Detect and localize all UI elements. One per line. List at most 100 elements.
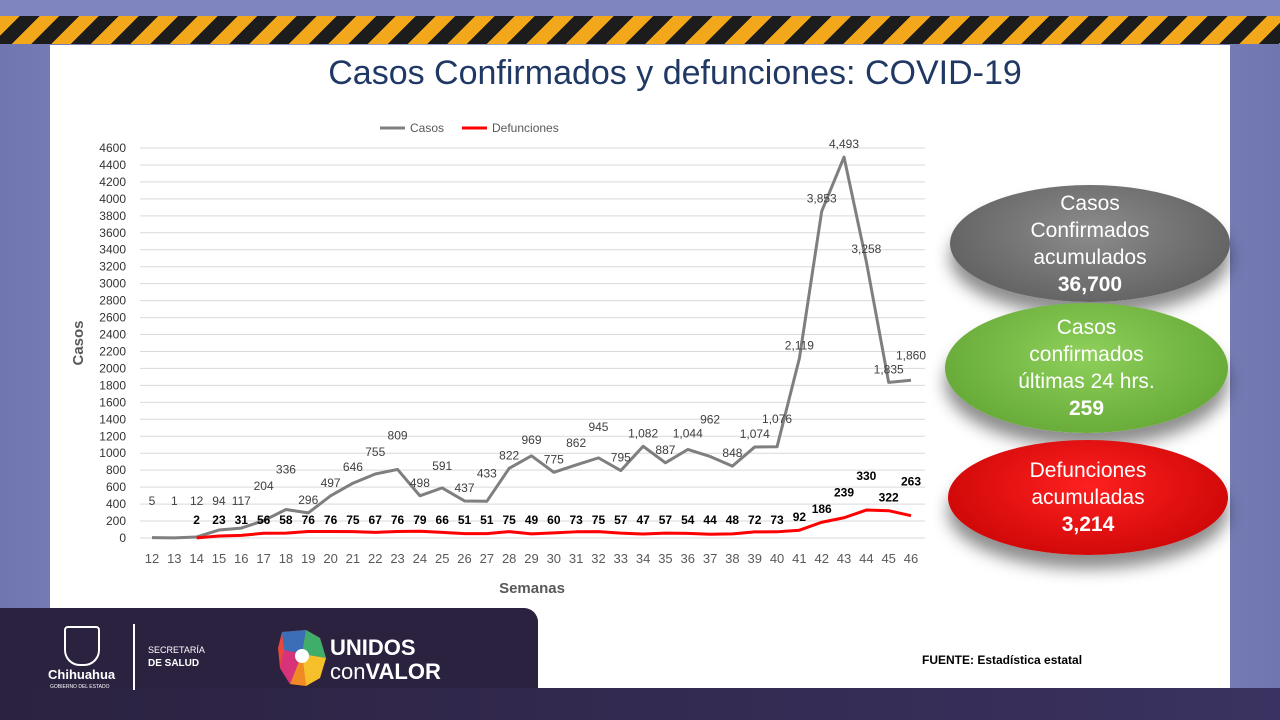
casos-data-label: 1,082 [628,426,658,440]
defunciones-data-label: 186 [812,502,832,516]
top-band [0,0,1280,16]
defunciones-data-label: 60 [547,513,561,527]
casos-data-label: 848 [722,446,742,460]
defunciones-data-label: 75 [592,513,606,527]
casos-data-label: 3,853 [807,191,837,205]
x-tick-label: 45 [881,551,895,566]
x-tick-label: 43 [837,551,851,566]
bubble-label: Confirmados [1030,218,1150,242]
casos-data-label: 969 [521,433,541,447]
defunciones-data-label: 67 [369,513,383,527]
defunciones-data-label: 76 [302,513,316,527]
defunciones-data-label: 322 [879,491,899,505]
y-tick-label: 4400 [99,158,126,172]
casos-data-label: 498 [410,476,430,490]
bubble-casos-acumulados: Casos Confirmados acumulados 36,700 [950,185,1230,302]
defunciones-data-label: 51 [458,513,472,527]
defunciones-data-label: 44 [703,513,717,527]
legend-label: Casos [410,121,444,135]
y-tick-label: 2600 [99,311,126,325]
brand-valor: VALOR [365,659,441,684]
casos-data-label: 809 [388,428,408,442]
state-name: Chihuahua [48,667,116,682]
defunciones-data-label: 47 [636,513,650,527]
y-tick-label: 4600 [99,141,126,155]
casos-data-label: 4,493 [829,137,859,151]
defunciones-data-label: 48 [726,513,740,527]
x-tick-label: 44 [859,551,873,566]
y-tick-label: 4200 [99,175,126,189]
bubble-value: 36,700 [1057,272,1123,296]
casos-data-label: 1,860 [896,348,926,362]
defunciones-data-label: 51 [480,513,494,527]
y-tick-label: 1800 [99,378,126,392]
y-tick-label: 4000 [99,192,126,206]
casos-data-label: 591 [432,459,452,473]
y-tick-label: 600 [106,480,126,494]
secretaria-label: SECRETARÍA [148,645,205,655]
casos-data-label: 437 [455,481,475,495]
x-tick-label: 21 [346,551,360,566]
bubble-label: Casos [1060,191,1120,215]
casos-data-label: 887 [655,443,675,457]
y-axis-title: Casos [70,320,87,365]
x-tick-label: 39 [748,551,762,566]
x-tick-label: 19 [301,551,315,566]
x-tick-label: 35 [658,551,672,566]
defunciones-data-label: 31 [235,513,249,527]
casos-data-label: 1,074 [740,427,770,441]
casos-data-label: 5 [149,494,156,508]
y-tick-label: 2200 [99,344,126,358]
casos-data-label: 94 [212,494,226,508]
y-tick-label: 1000 [99,446,126,460]
source-note: FUENTE: Estadística estatal [922,653,1083,667]
x-axis-title: Semanas [499,580,565,597]
casos-data-label: 1,835 [874,362,904,376]
brand-con-valor: conVALOR [330,660,441,683]
x-tick-label: 26 [457,551,471,566]
x-tick-label: 40 [770,551,784,566]
casos-data-label: 962 [700,412,720,426]
y-tick-label: 1400 [99,412,126,426]
divider [133,624,135,690]
legend-label: Defunciones [492,121,559,135]
defunciones-data-label: 49 [525,513,539,527]
x-tick-label: 31 [569,551,583,566]
x-tick-label: 38 [725,551,739,566]
y-tick-label: 3000 [99,277,126,291]
defunciones-data-label: 330 [856,469,876,483]
chihuahua-map-icon [278,630,326,686]
x-tick-label: 30 [547,551,561,566]
y-tick-label: 3400 [99,243,126,257]
x-tick-label: 32 [591,551,605,566]
defunciones-data-label: 23 [212,513,226,527]
x-tick-label: 34 [636,551,650,566]
y-tick-label: 2800 [99,294,126,308]
slide-title: Casos Confirmados y defunciones: COVID-1… [328,54,1022,92]
x-tick-label: 42 [814,551,828,566]
x-tick-label: 25 [435,551,449,566]
casos-data-label: 2,119 [785,338,814,352]
x-tick-label: 27 [480,551,494,566]
hazard-stripes [0,16,1280,44]
casos-data-label: 775 [544,452,564,466]
defunciones-data-label: 76 [391,513,405,527]
x-tick-label: 15 [212,551,226,566]
casos-data-label: 945 [588,420,608,434]
defunciones-data-label: 54 [681,513,695,527]
x-tick-label: 28 [502,551,516,566]
casos-data-label: 12 [190,494,204,508]
x-tick-label: 36 [681,551,695,566]
defunciones-data-label: 57 [659,513,673,527]
y-tick-label: 3600 [99,226,126,240]
defunciones-data-label: 56 [257,513,271,527]
casos-data-label: 1 [171,494,178,508]
casos-data-label: 3,258 [851,242,881,256]
defunciones-data-label: 92 [793,510,807,524]
casos-data-label: 1,076 [762,412,792,426]
casos-data-label: 1,044 [673,426,703,440]
x-tick-label: 12 [145,551,159,566]
footer-band [0,688,1280,720]
x-tick-label: 16 [234,551,248,566]
